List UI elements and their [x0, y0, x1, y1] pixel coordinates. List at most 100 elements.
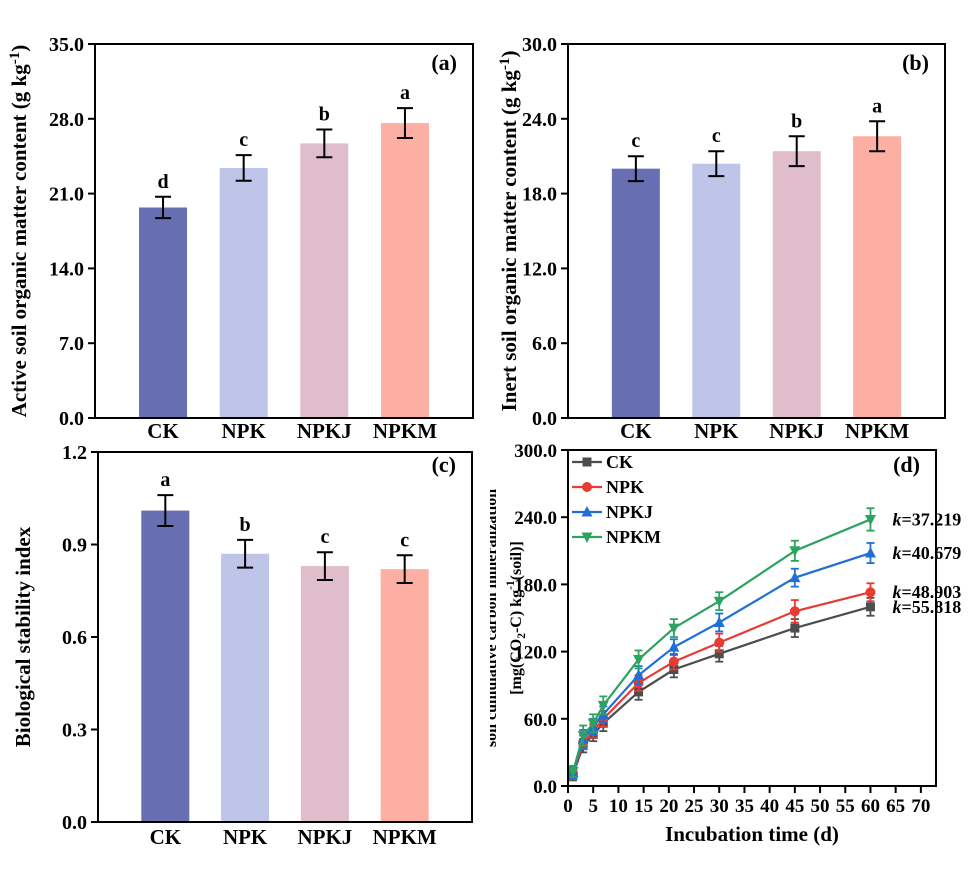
error-bar-NPK	[708, 150, 725, 178]
x-tick-label: 70	[911, 796, 930, 817]
y-axis-ticks: 0.0 6.0 12.0 18.0 24.0 30.0	[522, 34, 568, 430]
bar-NPKJ	[300, 566, 349, 822]
y-tick-label: 120.0	[514, 643, 557, 664]
legend-item-NPKM: NPKM	[572, 527, 661, 547]
category-label-NPKJ: NPKJ	[769, 419, 824, 440]
legend-label: CK	[606, 452, 633, 472]
y-tick-label: 60.0	[524, 710, 557, 731]
error-bar-NPK	[235, 154, 252, 182]
y-tick-label: 180.0	[514, 575, 557, 596]
y-tick-label: 12.0	[522, 258, 557, 280]
error-bar-NPKM	[396, 554, 413, 585]
y-tick-label: 28.0	[49, 109, 84, 131]
y-tick-label: 1.2	[62, 442, 87, 464]
y-tick-label: 14.0	[49, 258, 84, 280]
y-axis-title: Inert soil organic matter content (g kg-…	[497, 51, 521, 412]
panel-a-active-som-bar-chart: 0.0 7.0 14.0 21.0 28.0 35.0 d CK c NPK b NPKJ a NPKM A…	[0, 0, 490, 440]
y-axis-ticks: 0.0 7.0 14.0 21.0 28.0 35.0	[49, 34, 95, 430]
bar-chart-svg-c: 0.0 0.3 0.6 0.9 1.2 a CK b NPK c NPKJ c NPKM Biologic…	[11, 442, 473, 849]
error-bar-NPK	[237, 538, 254, 569]
error-bar-NPKM	[396, 107, 413, 140]
x-tick-label: 40	[760, 796, 779, 817]
x-axis-ticks: 0 5 10 15 20 25 30 35 40 45 50 55 60 65 70	[563, 786, 930, 817]
y-tick-label: 30.0	[522, 34, 557, 56]
category-label-CK: CK	[620, 419, 652, 440]
plot-frame	[97, 451, 473, 823]
x-tick-label: 10	[609, 796, 628, 817]
x-tick-label: 55	[836, 796, 855, 817]
y-tick-label: 7.0	[59, 333, 84, 355]
bar-NPKM	[380, 569, 429, 822]
y-axis-title-line1: soil cumulative carbon mineralization	[490, 489, 500, 747]
y-axis-title-line2: [mg(CO2-C) kg-1(soil)]	[505, 541, 528, 695]
bar-chart-svg-b: 0.0 6.0 12.0 18.0 24.0 30.0 c CK c NPK b NPKJ a NPKM I…	[497, 34, 946, 440]
legend-label: NPKM	[606, 527, 661, 547]
series-NPKM: k=37.219	[567, 507, 961, 778]
category-label-NPK: NPK	[694, 419, 739, 440]
markers-NPKM	[567, 514, 876, 778]
x-tick-label: 25	[685, 796, 704, 817]
plot-frame	[567, 449, 937, 787]
panel-label: (a)	[431, 50, 457, 75]
category-label-NPKM: NPKM	[845, 419, 909, 440]
series-NPKJ: k=40.679	[567, 542, 961, 780]
panel-d-carbon-mineralization-line-chart: 0.0 60.0 120.0 180.0 240.0 300.0 0 5 10 15 20 25 30 3…	[490, 440, 980, 880]
bar-CK	[141, 510, 190, 822]
category-label-NPK: NPK	[222, 419, 267, 440]
sig-letter: b	[319, 103, 330, 125]
legend-item-NPK: NPK	[572, 477, 644, 497]
k-value-CK: k=55.818	[892, 597, 961, 617]
y-axis-ticks: 0.0 60.0 120.0 180.0 240.0 300.0	[514, 441, 568, 798]
sig-letter: b	[791, 110, 802, 132]
x-tick-label: 65	[886, 796, 905, 817]
category-label-NPK: NPK	[223, 825, 268, 849]
k-value-NPK: k=48.903	[892, 582, 961, 602]
sig-letter: c	[320, 526, 329, 548]
error-bar-CK	[157, 494, 174, 527]
y-tick-label: 0.6	[62, 627, 87, 649]
y-tick-label: 0.0	[59, 408, 84, 430]
y-tick-label: 0.0	[532, 408, 557, 430]
bar-CK	[139, 207, 188, 418]
x-tick-label: 60	[861, 796, 880, 817]
category-label-NPKJ: NPKJ	[297, 825, 352, 849]
legend: CK NPK NPKJ NPKM	[572, 452, 661, 547]
bar-NPKJ	[300, 143, 349, 418]
panel-label: (b)	[902, 50, 929, 75]
y-tick-label: 0.0	[533, 777, 557, 798]
y-tick-label: 35.0	[49, 34, 84, 56]
sig-letter: a	[872, 95, 882, 117]
x-tick-label: 50	[811, 796, 830, 817]
x-tick-label: 35	[735, 796, 754, 817]
sig-letter: c	[712, 125, 721, 147]
sig-letter: c	[631, 130, 640, 152]
error-bar-CK	[627, 155, 644, 183]
error-bar-NPKJ	[316, 551, 333, 581]
x-tick-label: 0	[563, 796, 573, 817]
k-value-NPKJ: k=40.679	[892, 543, 961, 563]
panel-label: (d)	[893, 452, 920, 477]
category-label-NPKM: NPKM	[373, 419, 437, 440]
y-tick-label: 240.0	[514, 508, 557, 529]
y-tick-label: 0.0	[62, 812, 87, 834]
line-chart-svg-d: 0.0 60.0 120.0 180.0 240.0 300.0 0 5 10 15 20 25 30 3…	[490, 441, 961, 846]
y-tick-label: 18.0	[522, 184, 557, 206]
y-tick-label: 0.9	[62, 535, 87, 557]
bar-CK	[611, 168, 660, 418]
bar-chart-svg-a: 0.0 7.0 14.0 21.0 28.0 35.0 d CK c NPK b NPKJ a NPKM A…	[7, 34, 474, 440]
sig-letter: b	[240, 514, 251, 536]
k-value-NPKM: k=37.219	[892, 509, 961, 529]
y-axis-ticks: 0.0 0.3 0.6 0.9 1.2	[62, 442, 98, 834]
legend-label: NPK	[606, 477, 644, 497]
panel-c-biological-stability-bar-chart: 0.0 0.3 0.6 0.9 1.2 a CK b NPK c NPKJ c NPKM Biologic…	[0, 440, 490, 880]
y-axis-title: Biological stability index	[11, 526, 35, 747]
error-bar-NPKJ	[788, 135, 805, 168]
x-axis-title: Incubation time (d)	[665, 822, 839, 846]
sig-letter: c	[239, 129, 248, 151]
category-label-NPKM: NPKM	[373, 825, 437, 849]
sig-letter: d	[157, 171, 168, 193]
sig-letter: a	[400, 82, 410, 104]
y-tick-label: 24.0	[522, 109, 557, 131]
sig-letter: c	[400, 529, 409, 551]
